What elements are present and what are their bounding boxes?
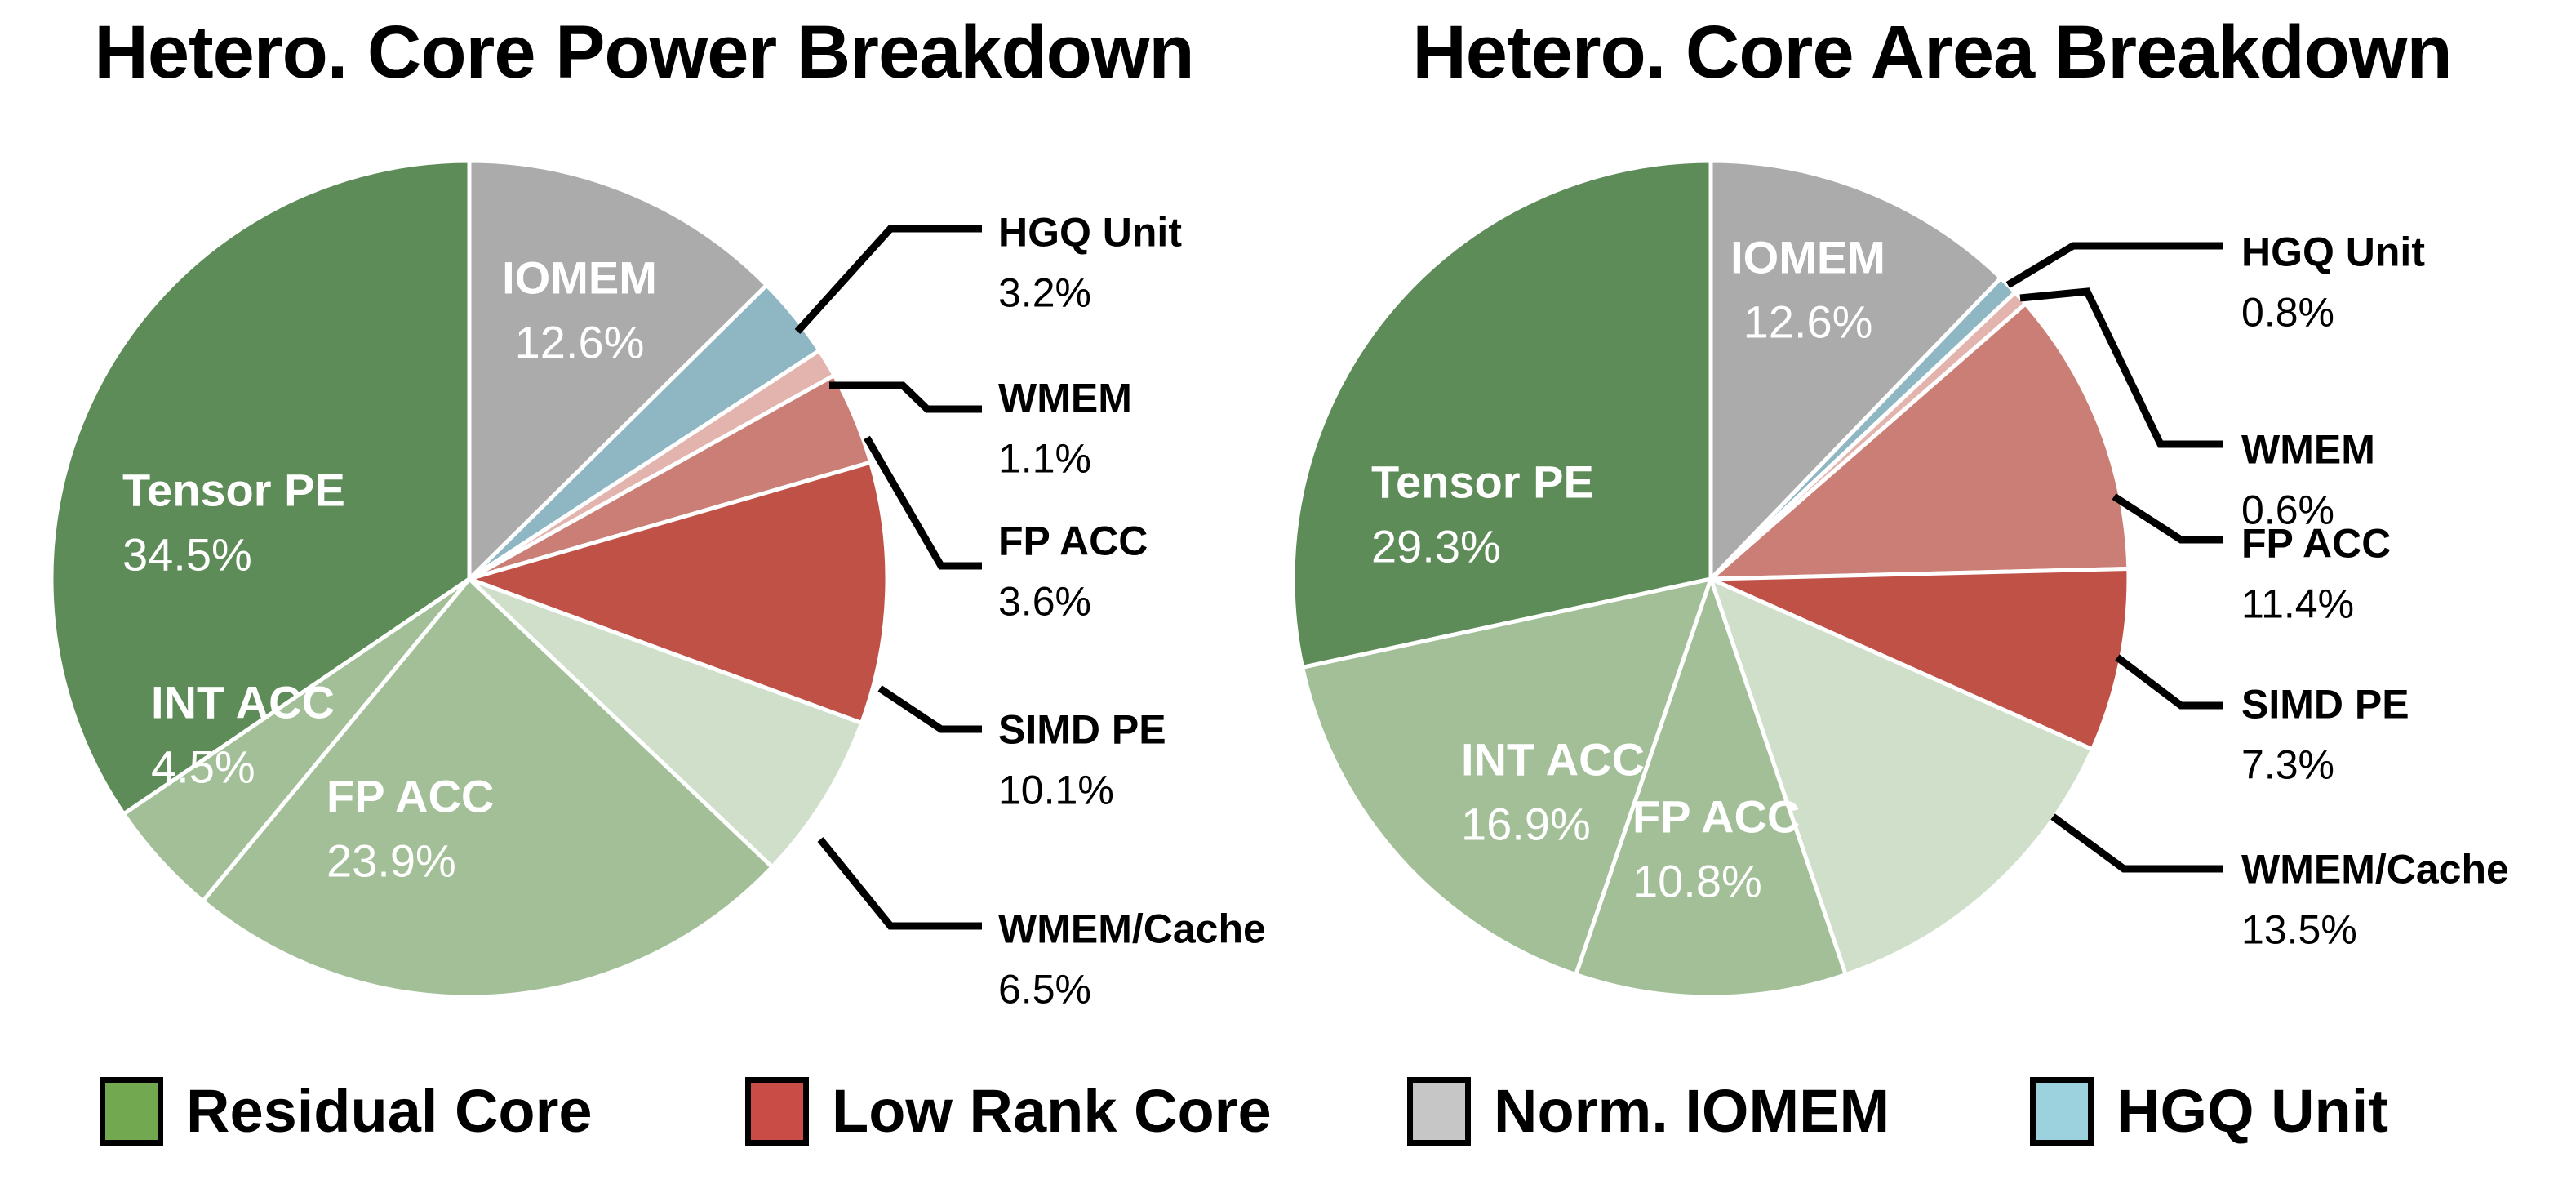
pie-1-slice-tensor-pe [1290, 158, 1713, 670]
legend-swatch-low-rank-core [745, 1076, 809, 1146]
pie-1-slice-fp-acc [1708, 301, 2131, 581]
pie-1: IOMEM 12.6% FP ACC 10.8% INT ACC 16.9% Tensor … [1290, 158, 2509, 999]
pie-0-callout-pct-wmem-cache: 6.5% [998, 967, 1091, 1013]
pie-1-leader-wmem [2019, 287, 2223, 448]
pie-1-slice-fp-acc [1574, 576, 1848, 999]
pie-1-slice-iomem [1708, 158, 2003, 581]
pie-0-callout-label-fp-acc: FP ACC [998, 519, 1148, 564]
legend-label-hgq-unit: HGQ Unit [2116, 1077, 2388, 1145]
legend-swatch-norm-iomem [1407, 1076, 1471, 1146]
pie-0-slice-tensor-pe [49, 158, 472, 817]
pie-1-inside-label-iomem: IOMEM [1730, 232, 1885, 283]
pie-0-inside-label-iomem: IOMEM [502, 252, 657, 304]
pie-0-callout-label-hgq-unit: HGQ Unit [998, 210, 1182, 256]
pie-0-inside-pct-tensor-pe: 34.5% [122, 529, 252, 581]
pie-1-inside-label-tensor-pe: Tensor PE [1371, 456, 1594, 508]
pie-1-callout-label-fp-acc: FP ACC [2241, 521, 2391, 567]
pie-1-leader-hgq-unit [2005, 242, 2223, 288]
pie-1-inside-label-fp-acc: FP ACC [1632, 791, 1800, 843]
pie-0-leader-wmem-cache [817, 837, 982, 930]
pie-0-leader-simd-pe [877, 685, 982, 733]
legend-label-residual-core: Residual Core [186, 1077, 593, 1145]
pie-0-callout-pct-fp-acc: 3.6% [998, 579, 1091, 625]
pie-1-callout-pct-wmem-cache: 13.5% [2241, 907, 2357, 953]
pie-1-callout-pct-fp-acc: 11.4% [2241, 581, 2354, 627]
chart-title-area: Hetero. Core Area Breakdown [1412, 11, 2452, 94]
pie-0-callout-label-wmem: WMEM [998, 376, 1132, 421]
pie-0-slice-wmem-cache [467, 576, 864, 870]
pie-0-inside-label-fp-acc: FP ACC [326, 771, 494, 822]
legend-item-residual-core: Residual Core [100, 1076, 593, 1146]
pie-1-inside-label-int-acc: INT ACC [1461, 734, 1645, 786]
pie-0: IOMEM 12.6% FP ACC 23.9% INT ACC 4.5% Tensor P… [49, 158, 1266, 1013]
pie-0-slice-simd-pe [467, 460, 890, 725]
pie-1-inside-pct-tensor-pe: 29.3% [1371, 521, 1501, 572]
pie-0-inside-pct-int-acc: 4.5% [151, 741, 255, 793]
pie-0-leader-fp-acc [864, 435, 982, 570]
pie-1-callout-pct-simd-pe: 7.3% [2241, 742, 2334, 788]
legend-item-norm-iomem: Norm. IOMEM [1407, 1076, 1890, 1146]
pie-1-leader-fp-acc [2112, 493, 2223, 544]
pie-1-inside-pct-fp-acc: 10.8% [1632, 856, 1762, 907]
pie-1-slice-wmem-cache [1708, 576, 2094, 977]
legend-label-norm-iomem: Norm. IOMEM [1494, 1077, 1890, 1145]
pie-0-slice-iomem [467, 158, 769, 581]
legend-item-hgq-unit: HGQ Unit [2030, 1076, 2388, 1146]
pie-0-inside-pct-fp-acc: 23.9% [326, 835, 456, 887]
pie-0-callout-pct-wmem: 1.1% [998, 436, 1091, 482]
legend-swatch-residual-core [100, 1076, 163, 1146]
pie-1-slice-int-acc [1300, 576, 1713, 977]
legend-label-low-rank-core: Low Rank Core [832, 1077, 1272, 1145]
pie-0-callout-label-wmem-cache: WMEM/Cache [998, 906, 1266, 952]
pie-0-inside-label-int-acc: INT ACC [151, 677, 335, 728]
legend-swatch-hgq-unit [2030, 1076, 2094, 1146]
pie-0-callout-pct-hgq-unit: 3.2% [998, 270, 1091, 316]
pie-1-callout-pct-wmem: 0.6% [2241, 487, 2334, 533]
pie-1-leader-wmem-cache [2050, 813, 2223, 873]
pie-1-callout-label-wmem-cache: WMEM/Cache [2241, 847, 2509, 892]
pie-0-leader-hgq-unit [794, 225, 982, 335]
pie-0-slice-fp-acc [201, 576, 775, 999]
pie-1-callout-label-wmem: WMEM [2241, 427, 2375, 473]
pie-1-callout-label-hgq-unit: HGQ Unit [2241, 229, 2425, 275]
pie-0-callout-label-simd-pe: SIMD PE [998, 707, 1166, 753]
pie-0-inside-pct-iomem: 12.6% [515, 317, 645, 368]
pie-0-leader-wmem [829, 381, 982, 413]
pie-1-callout-label-simd-pe: SIMD PE [2241, 682, 2409, 728]
legend-item-low-rank-core: Low Rank Core [745, 1076, 1272, 1146]
pie-1-inside-pct-iomem: 12.6% [1743, 296, 1873, 348]
pie-1-leader-simd-pe [2115, 654, 2223, 710]
pie-0-inside-label-tensor-pe: Tensor PE [122, 465, 345, 516]
pie-1-callout-pct-hgq-unit: 0.8% [2241, 290, 2334, 336]
chart-title-power: Hetero. Core Power Breakdown [94, 11, 1194, 94]
pie-0-callout-pct-simd-pe: 10.1% [998, 768, 1114, 813]
pie-1-inside-pct-int-acc: 16.9% [1461, 799, 1591, 850]
